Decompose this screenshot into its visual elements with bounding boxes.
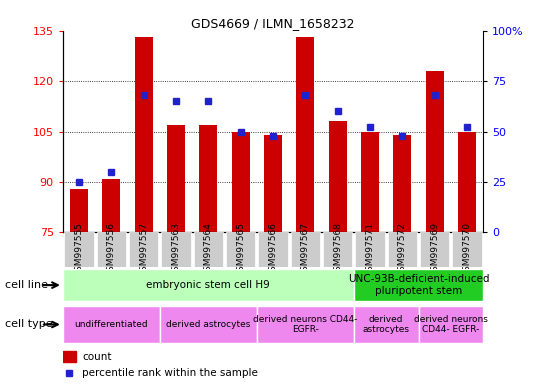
FancyBboxPatch shape (162, 232, 191, 267)
Bar (361, 131, 379, 232)
Text: GSM997568: GSM997568 (333, 222, 342, 277)
Text: GSM997555: GSM997555 (74, 222, 84, 277)
FancyBboxPatch shape (63, 306, 160, 343)
Text: GSM997563: GSM997563 (171, 222, 181, 277)
Text: cell line: cell line (5, 280, 49, 290)
FancyBboxPatch shape (420, 232, 449, 267)
FancyBboxPatch shape (97, 232, 126, 267)
Text: UNC-93B-deficient-induced
pluripotent stem: UNC-93B-deficient-induced pluripotent st… (348, 274, 489, 296)
Bar (394, 135, 411, 232)
FancyBboxPatch shape (354, 306, 419, 343)
FancyBboxPatch shape (453, 232, 482, 267)
Bar (296, 37, 314, 232)
Bar (63, 351, 76, 362)
Text: percentile rank within the sample: percentile rank within the sample (82, 368, 258, 378)
FancyBboxPatch shape (194, 232, 223, 267)
Text: GSM997569: GSM997569 (430, 222, 439, 277)
FancyBboxPatch shape (64, 232, 93, 267)
Bar (167, 125, 185, 232)
FancyBboxPatch shape (160, 306, 257, 343)
Bar (70, 189, 88, 232)
Text: GSM997567: GSM997567 (301, 222, 310, 277)
Title: GDS4669 / ILMN_1658232: GDS4669 / ILMN_1658232 (191, 17, 355, 30)
Text: derived
astrocytes: derived astrocytes (363, 315, 410, 334)
Bar (103, 179, 120, 232)
Text: GSM997556: GSM997556 (107, 222, 116, 277)
Bar (199, 125, 217, 232)
FancyBboxPatch shape (354, 270, 483, 301)
FancyBboxPatch shape (63, 270, 354, 301)
Bar (264, 135, 282, 232)
Bar (232, 131, 250, 232)
Text: GSM997572: GSM997572 (398, 222, 407, 277)
Text: cell type: cell type (5, 319, 53, 329)
FancyBboxPatch shape (291, 232, 320, 267)
Text: GSM997566: GSM997566 (269, 222, 277, 277)
Text: embryonic stem cell H9: embryonic stem cell H9 (146, 280, 270, 290)
Text: derived neurons CD44-
EGFR-: derived neurons CD44- EGFR- (253, 315, 358, 334)
FancyBboxPatch shape (129, 232, 158, 267)
FancyBboxPatch shape (388, 232, 417, 267)
FancyBboxPatch shape (419, 306, 483, 343)
Text: derived astrocytes: derived astrocytes (166, 320, 251, 329)
Text: derived neurons
CD44- EGFR-: derived neurons CD44- EGFR- (414, 315, 488, 334)
Text: GSM997565: GSM997565 (236, 222, 245, 277)
FancyBboxPatch shape (257, 306, 354, 343)
Bar (458, 131, 476, 232)
Text: GSM997557: GSM997557 (139, 222, 148, 277)
FancyBboxPatch shape (258, 232, 288, 267)
FancyBboxPatch shape (355, 232, 384, 267)
Bar (426, 71, 443, 232)
FancyBboxPatch shape (226, 232, 255, 267)
Bar (135, 37, 152, 232)
Text: GSM997570: GSM997570 (462, 222, 472, 277)
Text: undifferentiated: undifferentiated (74, 320, 148, 329)
Text: count: count (82, 352, 112, 362)
FancyBboxPatch shape (323, 232, 352, 267)
Text: GSM997564: GSM997564 (204, 222, 213, 277)
Text: GSM997571: GSM997571 (365, 222, 375, 277)
Bar (329, 121, 347, 232)
